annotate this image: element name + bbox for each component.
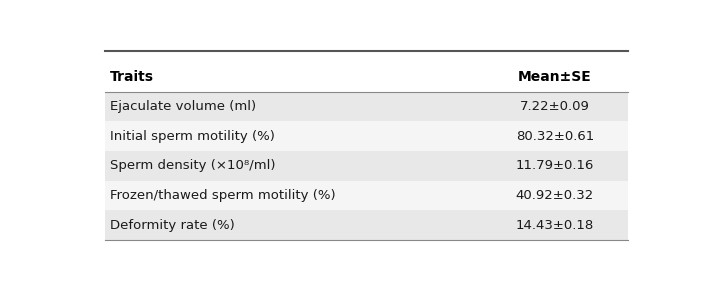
Bar [105, 181, 628, 210]
Text: Ejaculate volume (ml): Ejaculate volume (ml) [110, 100, 257, 113]
Bar [105, 92, 628, 122]
Bar [105, 151, 628, 181]
Text: 7.22±0.09: 7.22±0.09 [520, 100, 590, 113]
Bar [105, 210, 628, 240]
Text: Frozen/thawed sperm motility (%): Frozen/thawed sperm motility (%) [110, 189, 336, 202]
Bar [105, 122, 628, 151]
Text: 14.43±0.18: 14.43±0.18 [515, 219, 594, 232]
Text: Traits: Traits [110, 70, 154, 84]
Text: Mean±SE: Mean±SE [518, 70, 592, 84]
Text: Initial sperm motility (%): Initial sperm motility (%) [110, 130, 275, 143]
Text: 80.32±0.61: 80.32±0.61 [515, 130, 594, 143]
Text: Sperm density (×10⁸/ml): Sperm density (×10⁸/ml) [110, 159, 276, 172]
Text: Deformity rate (%): Deformity rate (%) [110, 219, 235, 232]
Text: 11.79±0.16: 11.79±0.16 [515, 159, 594, 172]
Text: 40.92±0.32: 40.92±0.32 [515, 189, 594, 202]
